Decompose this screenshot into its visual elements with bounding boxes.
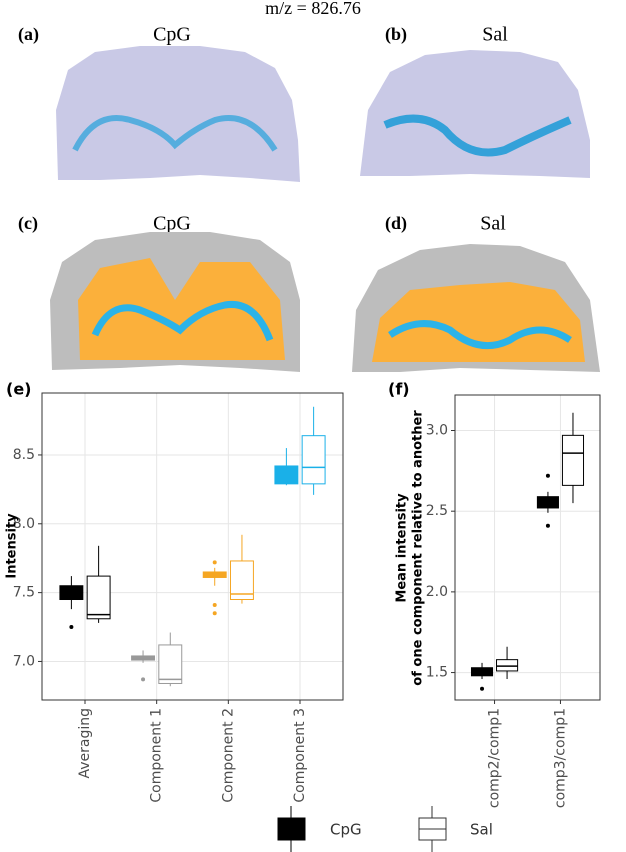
panel-title: CpG	[153, 24, 191, 46]
image-a	[56, 46, 300, 182]
panel-label: (e)	[6, 380, 31, 399]
x-tick-label: Averaging	[77, 708, 93, 779]
x-tick-label: Component 2	[220, 708, 236, 803]
legend-label: CpG	[330, 821, 362, 839]
figure-title: m/z = 826.76	[265, 0, 361, 18]
panel-title: Sal	[480, 213, 506, 235]
outlier	[480, 686, 485, 691]
panel-label: (d)	[385, 213, 407, 234]
image-b	[360, 50, 590, 178]
panel-title: CpG	[153, 213, 191, 235]
y-tick-label: 3.0	[426, 423, 448, 439]
y-tick-label: 7.0	[13, 653, 35, 669]
y-tick-label: 7.5	[13, 585, 35, 601]
x-tick-label: Component 1	[149, 708, 165, 803]
y-axis-title: Intensity	[5, 513, 20, 579]
x-tick-label: Component 3	[292, 708, 308, 803]
image-d	[352, 244, 600, 372]
box	[229, 560, 254, 601]
box	[158, 644, 183, 684]
outlier	[69, 625, 74, 630]
plot-border	[454, 394, 601, 701]
panel-title: Sal	[482, 24, 508, 46]
y-tick-label: 8.0	[13, 516, 35, 532]
outlier	[212, 560, 217, 565]
plot-border	[41, 392, 344, 701]
panel-label: (c)	[18, 213, 38, 234]
outlier	[545, 523, 550, 528]
outlier	[212, 603, 217, 608]
box	[470, 667, 494, 677]
y-tick-label: 2.5	[426, 503, 448, 519]
panel-label: (f)	[388, 380, 410, 399]
legend-key	[277, 817, 306, 841]
y-tick-label: 8.5	[13, 447, 35, 463]
box	[86, 575, 111, 620]
box	[301, 435, 326, 485]
legend: CpG Sal	[277, 806, 493, 852]
image-c	[50, 232, 300, 372]
y-tick-label: 2.0	[426, 584, 448, 600]
y-tick-label: 1.5	[426, 665, 448, 681]
panel-label: (b)	[385, 24, 407, 45]
box	[496, 659, 519, 672]
x-tick-label: comp2/comp1	[487, 708, 503, 808]
outlier	[545, 473, 550, 478]
panel-label: (a)	[18, 24, 39, 45]
outlier	[141, 677, 146, 682]
legend-label: Sal	[470, 821, 493, 839]
y-axis-title: Mean intensity	[395, 493, 410, 603]
y-axis-title: of one component relative to another	[411, 410, 426, 686]
box	[536, 496, 559, 509]
x-tick-label: comp3/comp1	[552, 708, 568, 808]
outlier	[212, 611, 217, 616]
box	[561, 434, 585, 486]
